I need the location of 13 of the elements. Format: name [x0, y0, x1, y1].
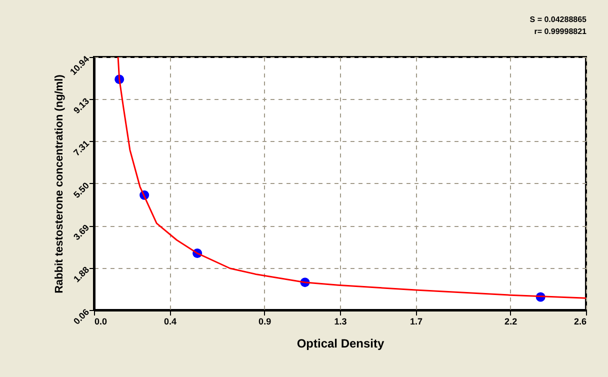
x-axis-title: Optical Density — [296, 336, 385, 350]
x-tick-label: 2.2 — [504, 316, 518, 326]
y-axis-title: Rabbit testosterone concentration (ng/ml) — [54, 74, 66, 294]
text: S = 0.04288865 — [530, 15, 588, 24]
text: r= 0.99998821 — [534, 27, 588, 36]
y-tick-label: 7.31 — [72, 138, 92, 158]
x-tick-label: 2.6 — [574, 316, 586, 326]
x-tick-label: 1.7 — [410, 316, 422, 326]
y-tick-label: 0.06 — [72, 306, 92, 326]
x-tick-label: 0.9 — [258, 316, 272, 326]
x-tick-label: 0.0 — [94, 316, 108, 326]
x-tick-label: 0.4 — [164, 316, 176, 326]
x-tick-label: 1.3 — [334, 316, 347, 326]
